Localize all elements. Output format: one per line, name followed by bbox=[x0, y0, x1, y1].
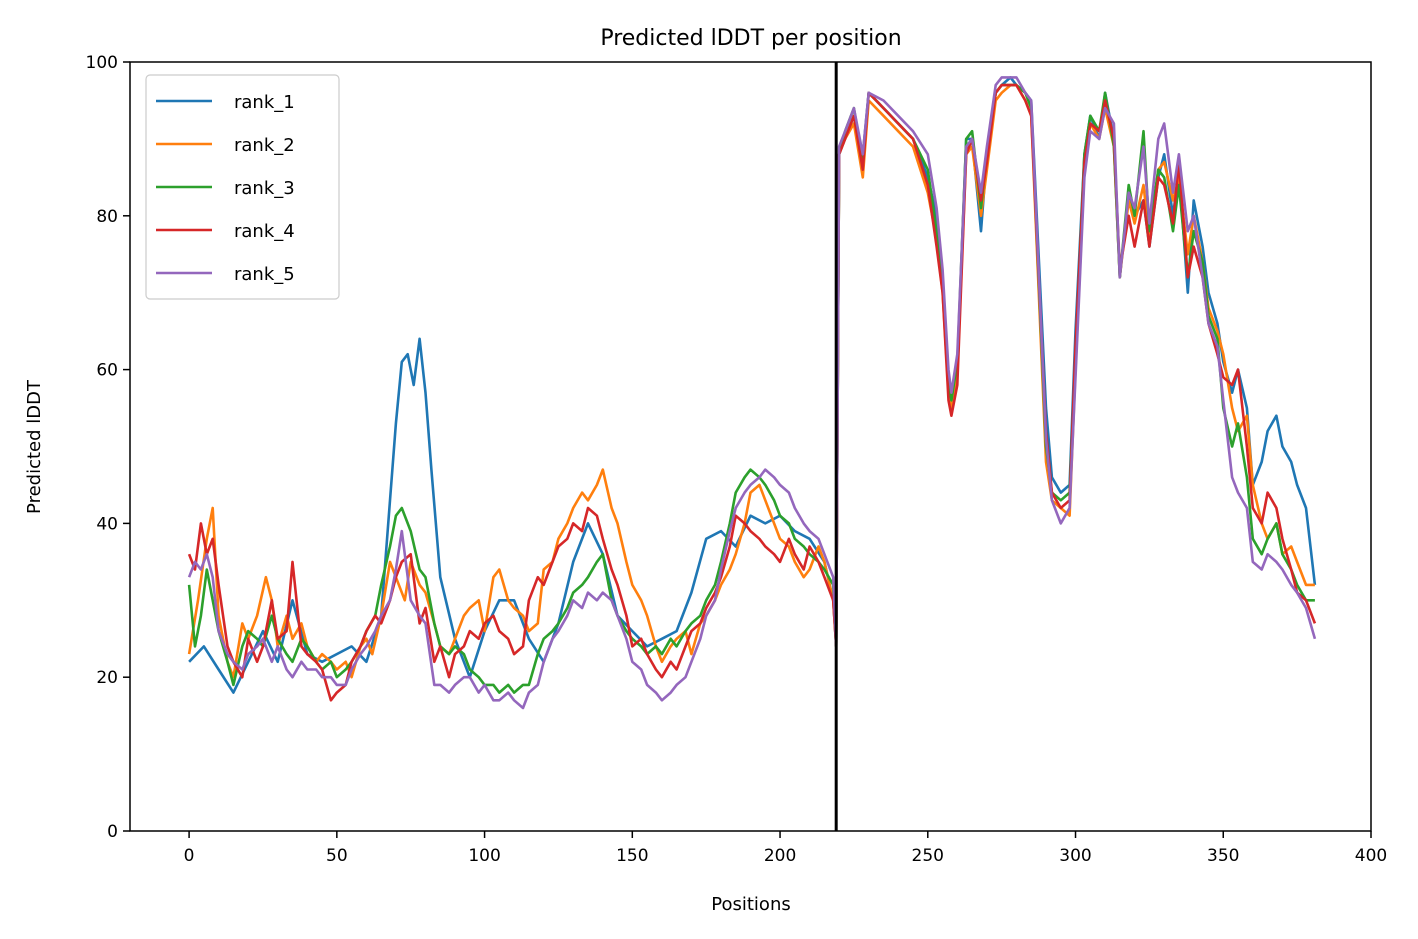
x-tick-label: 400 bbox=[1355, 846, 1387, 866]
x-tick-label: 100 bbox=[468, 846, 500, 866]
x-tick-label: 350 bbox=[1207, 846, 1239, 866]
y-tick-label: 0 bbox=[107, 822, 118, 842]
legend-label-rank-1: rank_1 bbox=[234, 92, 295, 113]
series-line-rank-5 bbox=[187, 76, 1317, 710]
legend-label-rank-5: rank_5 bbox=[234, 264, 295, 285]
x-axis-label: Positions bbox=[711, 894, 790, 915]
x-tick-label: 200 bbox=[764, 846, 796, 866]
x-tick-label: 150 bbox=[616, 846, 648, 866]
y-axis-ticks: 0 20 40 60 80 100 bbox=[86, 53, 130, 842]
y-tick-label: 40 bbox=[96, 514, 118, 534]
series-line-rank-2 bbox=[187, 83, 1315, 679]
series-line-rank-4 bbox=[187, 83, 1317, 702]
y-tick-label: 80 bbox=[96, 207, 118, 227]
x-tick-label: 250 bbox=[912, 846, 944, 866]
chart-title: Predicted lDDT per position bbox=[600, 26, 901, 51]
y-tick-label: 20 bbox=[96, 668, 118, 688]
legend: rank_1 rank_2 rank_3 rank_4 rank_5 bbox=[145, 74, 340, 300]
legend-label-rank-2: rank_2 bbox=[234, 135, 295, 156]
x-tick-label: 0 bbox=[184, 846, 195, 866]
legend-label-rank-3: rank_3 bbox=[234, 178, 295, 199]
y-tick-label: 100 bbox=[86, 53, 118, 73]
x-axis-ticks: 0 50 100 150 200 250 300 350 400 bbox=[184, 831, 1387, 866]
y-tick-label: 60 bbox=[96, 361, 118, 381]
legend-label-rank-4: rank_4 bbox=[234, 221, 295, 242]
x-tick-label: 50 bbox=[326, 846, 348, 866]
y-axis-label: Predicted lDDT bbox=[24, 379, 45, 514]
series-layer bbox=[187, 76, 1317, 710]
plot-frame bbox=[129, 61, 1372, 832]
legend-box bbox=[145, 74, 340, 300]
x-tick-label: 300 bbox=[1059, 846, 1091, 866]
